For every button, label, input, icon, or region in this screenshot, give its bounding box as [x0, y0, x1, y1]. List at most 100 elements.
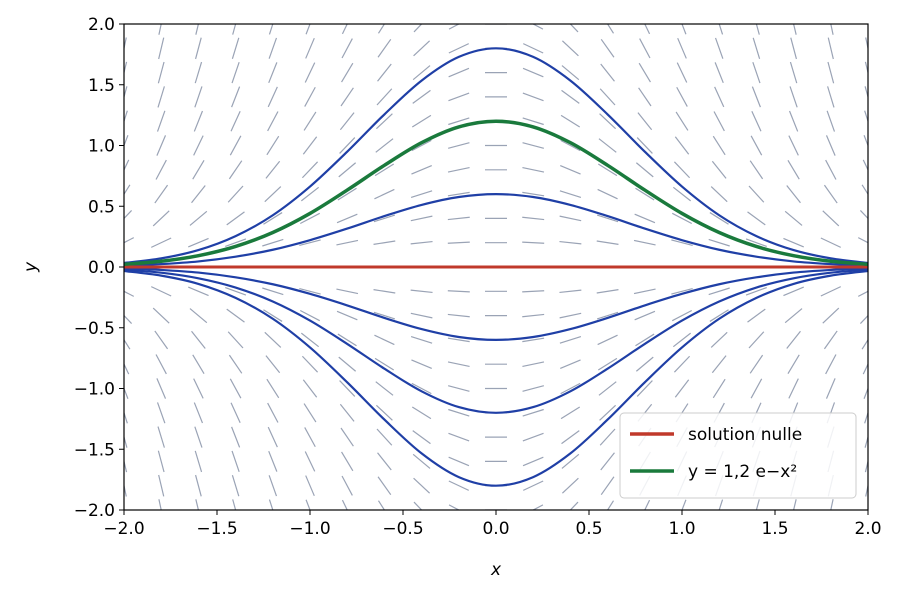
slope-segment [339, 403, 355, 422]
y-tick-label: −2.0 [74, 501, 115, 521]
slope-segment [299, 309, 321, 322]
slope-segment [676, 62, 688, 83]
slope-segment [299, 287, 321, 295]
slope-segment [560, 382, 581, 395]
slope-segment [522, 142, 544, 149]
slope-segment [339, 112, 355, 131]
slope-segment [522, 408, 544, 417]
slope-segment [820, 237, 842, 248]
slope-segment [448, 117, 470, 126]
slope-segment [268, 24, 274, 35]
slope-segment [265, 160, 281, 179]
slope-segment [225, 286, 247, 296]
slope-segment [522, 432, 544, 442]
slope-segment [410, 336, 433, 344]
slope-segment [124, 290, 135, 297]
slope-segment [599, 113, 617, 130]
slope-segment [412, 89, 431, 104]
slope-segment [412, 430, 431, 445]
slope-segment [410, 190, 433, 198]
slope-segment [638, 87, 652, 107]
slope-segment [671, 212, 693, 225]
slope-segment [600, 63, 615, 82]
slope-segment [714, 62, 724, 84]
slope-segment [338, 162, 357, 178]
slope-segment [411, 359, 432, 369]
slope-segment [671, 239, 693, 247]
slope-segment [783, 286, 804, 297]
slope-segment [227, 185, 244, 203]
slope-segment [864, 61, 868, 76]
slope-segment [447, 337, 470, 343]
slope-segment [531, 24, 544, 30]
slope-segment [864, 434, 868, 448]
slope-segment [193, 402, 204, 424]
slope-segment [644, 24, 651, 35]
slope-segment [559, 240, 582, 245]
slope-segment [522, 313, 545, 318]
slope-segment [447, 361, 470, 368]
slope-segment [192, 160, 205, 180]
slope-segment [522, 480, 544, 491]
slope-segment [787, 160, 800, 180]
slope-segment [305, 475, 315, 497]
slope-segment [156, 402, 166, 424]
slope-segment [410, 312, 433, 319]
legend-box [619, 412, 857, 499]
slope-segment [448, 480, 470, 491]
slope-segment [447, 166, 470, 173]
slope-segment [266, 378, 280, 399]
slope-segment [560, 165, 581, 175]
slope-segment [644, 499, 651, 510]
slope-segment [374, 334, 395, 346]
slope-segment [263, 309, 283, 322]
slope-segment [597, 163, 618, 177]
slope-segment [154, 330, 169, 350]
slope-segment [559, 190, 582, 198]
slope-segment [194, 86, 203, 108]
slope-segment [857, 237, 868, 244]
slope-segment [789, 61, 798, 84]
slope-segment [339, 137, 356, 154]
slope-segment [710, 186, 728, 203]
slope-segment [522, 337, 545, 343]
slope-segment [784, 210, 803, 226]
slope-segment [158, 37, 165, 60]
slope-segment [410, 240, 433, 245]
slope-segment [822, 307, 840, 324]
slope-segment [675, 111, 689, 131]
slope-segment [152, 210, 170, 227]
slope-segment [635, 356, 654, 372]
slope-segment [822, 210, 840, 227]
slope-segment [303, 111, 317, 131]
slope-segment [600, 38, 615, 58]
slope-segment [156, 378, 167, 399]
legend-label: solution nulle [688, 425, 802, 445]
slope-segment [671, 287, 693, 295]
slope-segment [268, 475, 278, 497]
slope-segment [825, 159, 837, 180]
slope-segment [599, 428, 616, 446]
slope-segment [789, 86, 798, 108]
slope-segment [262, 287, 284, 296]
slope-segment [157, 86, 165, 108]
slope-segment [228, 354, 243, 374]
slope-segment [598, 138, 617, 153]
slope-segment [232, 24, 237, 35]
slope-segment [375, 404, 393, 421]
slope-segment [708, 287, 730, 296]
slope-segment [711, 160, 727, 179]
slope-segment [155, 354, 167, 375]
slope-segment [124, 410, 128, 424]
slope-segment [124, 237, 135, 244]
slope-segment [823, 330, 838, 350]
slope-segment [559, 215, 582, 222]
slope-segment [226, 211, 245, 226]
slope-segment [302, 136, 318, 155]
slope-segment [301, 161, 319, 179]
slope-segment [150, 286, 172, 297]
slope-segment [299, 212, 321, 225]
curves [124, 47, 868, 487]
slope-segment [158, 24, 162, 35]
slope-segment [375, 113, 393, 130]
